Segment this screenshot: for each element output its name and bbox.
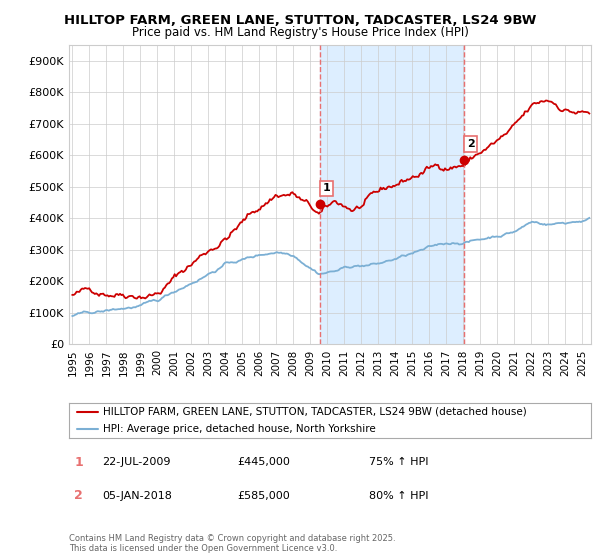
Text: Price paid vs. HM Land Registry's House Price Index (HPI): Price paid vs. HM Land Registry's House … [131, 26, 469, 39]
Text: 1: 1 [323, 183, 331, 193]
Text: 05-JAN-2018: 05-JAN-2018 [102, 491, 172, 501]
Bar [320, 45, 464, 344]
Text: 2: 2 [467, 139, 475, 149]
Text: £585,000: £585,000 [237, 491, 290, 501]
Text: HILLTOP FARM, GREEN LANE, STUTTON, TADCASTER, LS24 9BW (detached house): HILLTOP FARM, GREEN LANE, STUTTON, TADCA… [103, 407, 527, 417]
Text: 75% ↑ HPI: 75% ↑ HPI [369, 457, 428, 467]
Text: 22-JUL-2009: 22-JUL-2009 [102, 457, 170, 467]
Text: HILLTOP FARM, GREEN LANE, STUTTON, TADCASTER, LS24 9BW: HILLTOP FARM, GREEN LANE, STUTTON, TADCA… [64, 14, 536, 27]
Text: Contains HM Land Registry data © Crown copyright and database right 2025.
This d: Contains HM Land Registry data © Crown c… [69, 534, 395, 553]
Text: £445,000: £445,000 [237, 457, 290, 467]
Text: 80% ↑ HPI: 80% ↑ HPI [369, 491, 428, 501]
Text: 2: 2 [74, 489, 83, 502]
Text: 1: 1 [74, 455, 83, 469]
Text: HPI: Average price, detached house, North Yorkshire: HPI: Average price, detached house, Nort… [103, 424, 376, 434]
